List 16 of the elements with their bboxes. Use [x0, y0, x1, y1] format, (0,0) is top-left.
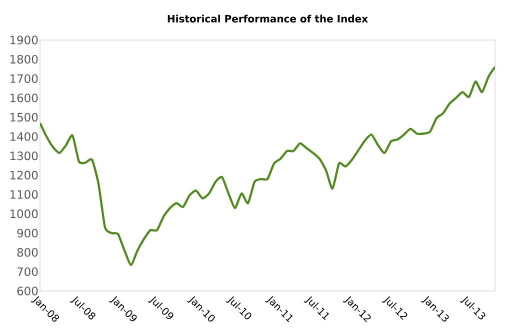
- y-tick-label: 1100: [10, 190, 38, 199]
- y-tick-label: 1300: [10, 152, 38, 160]
- y-tick-label: 700: [17, 267, 38, 276]
- y-tick-label: 600: [17, 286, 38, 296]
- y-tick-label: 1800: [10, 54, 38, 64]
- line-series: [40, 66, 496, 266]
- chart-title: Historical Performance of the Index: [168, 14, 368, 22]
- y-tick-label: 800: [17, 248, 38, 257]
- y-tick-label: 1700: [10, 74, 38, 83]
- y-tick-label: 1000: [10, 209, 38, 218]
- y-tick-label: 1400: [10, 132, 38, 141]
- y-tick-label: 1600: [10, 94, 38, 102]
- y-tick-label: 1500: [10, 112, 38, 122]
- y-tick-label: 1200: [10, 170, 38, 180]
- y-tick-label: 900: [17, 228, 38, 238]
- y-tick-label: 1900: [10, 36, 38, 44]
